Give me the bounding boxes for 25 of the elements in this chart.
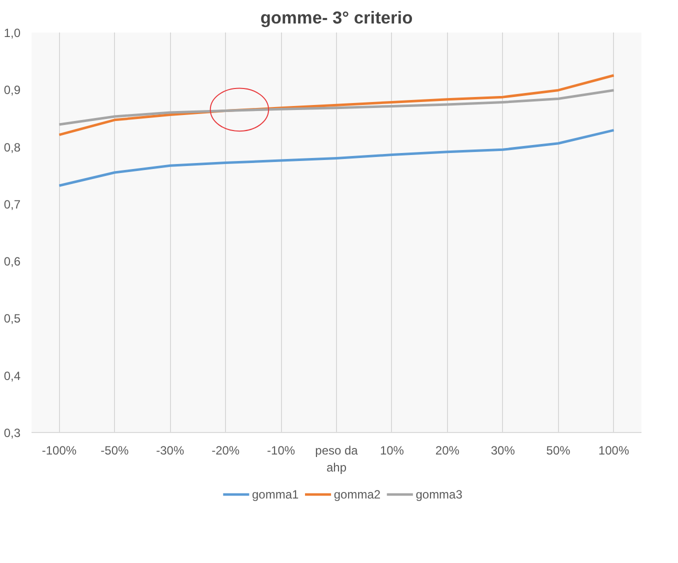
- y-tick-label: 0,6: [4, 254, 21, 269]
- x-tick-label: 20%: [435, 444, 460, 458]
- x-tick-label: -20%: [212, 444, 240, 458]
- legend-label: gomma2: [334, 488, 381, 502]
- chart-title: gomme- 3° criterio: [260, 8, 413, 28]
- y-tick-label: 0,7: [4, 197, 21, 212]
- y-tick-label: 0,3: [4, 426, 21, 440]
- x-tick-label: -100%: [42, 444, 77, 458]
- line-series: [58, 128, 616, 187]
- line-series: [58, 88, 616, 126]
- x-tick-label: 100%: [598, 444, 630, 458]
- x-tick-label: peso da ahp: [315, 444, 358, 474]
- x-tick-label: -30%: [156, 444, 184, 458]
- x-tick-label: -10%: [267, 444, 296, 458]
- y-tick-label: 0,5: [4, 312, 21, 326]
- x-tick-label: 50%: [546, 444, 571, 458]
- y-tick-label: 1,0: [4, 26, 21, 40]
- y-tick-label: 0,4: [4, 368, 21, 383]
- legend-label: gomma3: [416, 488, 463, 502]
- y-tick-label: 0,9: [4, 83, 21, 98]
- x-tick-label: 10%: [380, 444, 404, 458]
- x-tick-label: -50%: [100, 444, 130, 458]
- legend-label: gomma1: [252, 488, 299, 502]
- x-tick-label: 30%: [490, 444, 516, 458]
- y-tick-label: 0,8: [4, 140, 21, 154]
